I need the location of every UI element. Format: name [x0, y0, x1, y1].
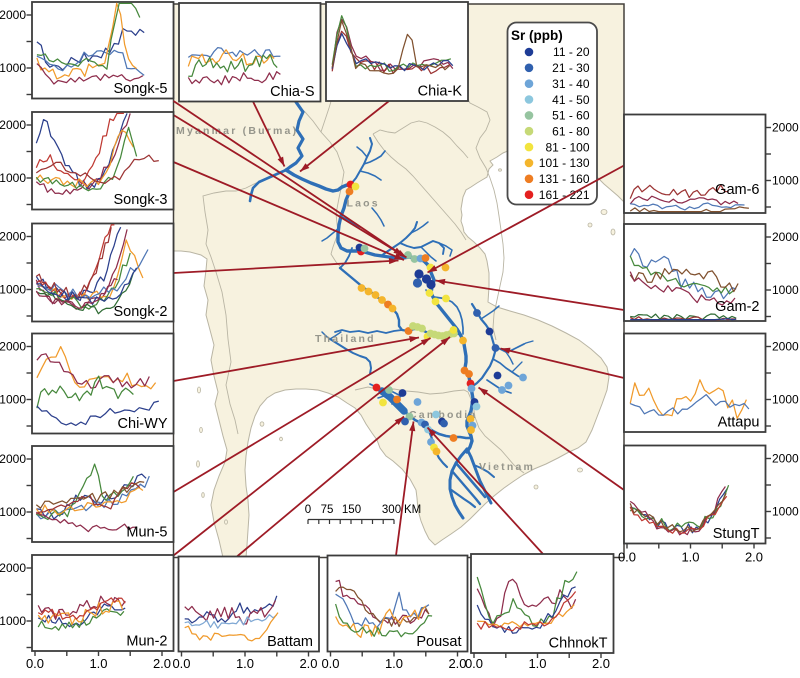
svg-text:0: 0 [305, 504, 311, 516]
svg-text:ChhnokT: ChhnokT [549, 636, 608, 652]
svg-text:1000: 1000 [772, 174, 799, 188]
svg-text:300: 300 [382, 504, 401, 516]
svg-text:Gam-2: Gam-2 [715, 299, 759, 315]
svg-text:61 - 80: 61 - 80 [552, 124, 590, 138]
svg-text:2.0: 2.0 [745, 550, 763, 565]
svg-text:StungT: StungT [713, 526, 760, 542]
svg-text:1.0: 1.0 [528, 656, 546, 671]
svg-text:KM: KM [404, 504, 421, 516]
svg-text:Gam-6: Gam-6 [715, 182, 759, 198]
svg-text:Thailand: Thailand [315, 333, 376, 345]
svg-text:1000: 1000 [0, 505, 26, 519]
svg-text:1.0: 1.0 [681, 550, 699, 565]
svg-text:1000: 1000 [0, 61, 26, 75]
svg-text:Chia-S: Chia-S [270, 84, 314, 100]
svg-text:31 - 40: 31 - 40 [552, 77, 590, 91]
svg-text:2000: 2000 [772, 340, 799, 354]
svg-text:2000: 2000 [772, 230, 799, 244]
svg-text:1000: 1000 [0, 283, 26, 297]
svg-text:2000: 2000 [772, 121, 799, 135]
svg-text:Cambodia: Cambodia [409, 409, 477, 421]
svg-text:2000: 2000 [0, 8, 26, 22]
svg-text:Sr (ppb): Sr (ppb) [511, 28, 563, 43]
svg-text:11 - 20: 11 - 20 [553, 45, 590, 59]
svg-text:2000: 2000 [772, 452, 799, 466]
svg-text:0.0: 0.0 [618, 550, 636, 565]
svg-text:Laos: Laos [347, 198, 380, 210]
svg-text:1000: 1000 [0, 614, 26, 628]
svg-text:51 - 60: 51 - 60 [552, 109, 590, 123]
svg-text:1000: 1000 [772, 283, 799, 297]
svg-text:Songk-2: Songk-2 [113, 304, 167, 320]
svg-text:2000: 2000 [0, 452, 26, 466]
svg-text:Songk-3: Songk-3 [113, 192, 167, 208]
svg-text:150: 150 [342, 504, 361, 516]
svg-text:Attapu: Attapu [718, 415, 760, 431]
svg-text:161 - 221: 161 - 221 [539, 188, 590, 202]
svg-text:81 - 100: 81 - 100 [545, 140, 589, 154]
svg-text:Chia-K: Chia-K [418, 84, 463, 100]
svg-text:1000: 1000 [0, 393, 26, 407]
svg-text:Vietnam: Vietnam [479, 461, 535, 473]
svg-text:2000: 2000 [0, 561, 26, 575]
svg-text:Mun-2: Mun-2 [126, 634, 167, 650]
svg-text:2000: 2000 [0, 230, 26, 244]
svg-text:21 - 30: 21 - 30 [552, 61, 590, 75]
svg-text:1.0: 1.0 [89, 656, 107, 671]
svg-text:1000: 1000 [772, 393, 799, 407]
svg-text:2.0: 2.0 [592, 656, 610, 671]
svg-text:1000: 1000 [0, 171, 26, 185]
svg-text:Battam: Battam [267, 634, 313, 650]
svg-text:1000: 1000 [772, 505, 799, 519]
svg-text:Pousat: Pousat [416, 634, 461, 650]
svg-text:0.0: 0.0 [321, 656, 339, 671]
svg-text:2.0: 2.0 [299, 656, 317, 671]
svg-text:41 - 50: 41 - 50 [552, 93, 590, 107]
svg-text:Mun-5: Mun-5 [126, 525, 167, 541]
svg-text:1.0: 1.0 [236, 656, 254, 671]
svg-text:131 - 160: 131 - 160 [539, 172, 590, 186]
svg-text:101 - 130: 101 - 130 [539, 156, 590, 170]
svg-text:Chi-WY: Chi-WY [118, 416, 168, 432]
svg-text:2.0: 2.0 [153, 656, 171, 671]
svg-text:1.0: 1.0 [385, 656, 403, 671]
svg-text:0.0: 0.0 [172, 656, 190, 671]
svg-text:75: 75 [321, 504, 334, 516]
svg-text:2000: 2000 [0, 118, 26, 132]
svg-text:2000: 2000 [0, 340, 26, 354]
svg-text:Songk-5: Songk-5 [113, 81, 167, 97]
svg-text:0.0: 0.0 [465, 656, 483, 671]
svg-text:0.0: 0.0 [26, 656, 44, 671]
svg-text:2.0: 2.0 [448, 656, 466, 671]
